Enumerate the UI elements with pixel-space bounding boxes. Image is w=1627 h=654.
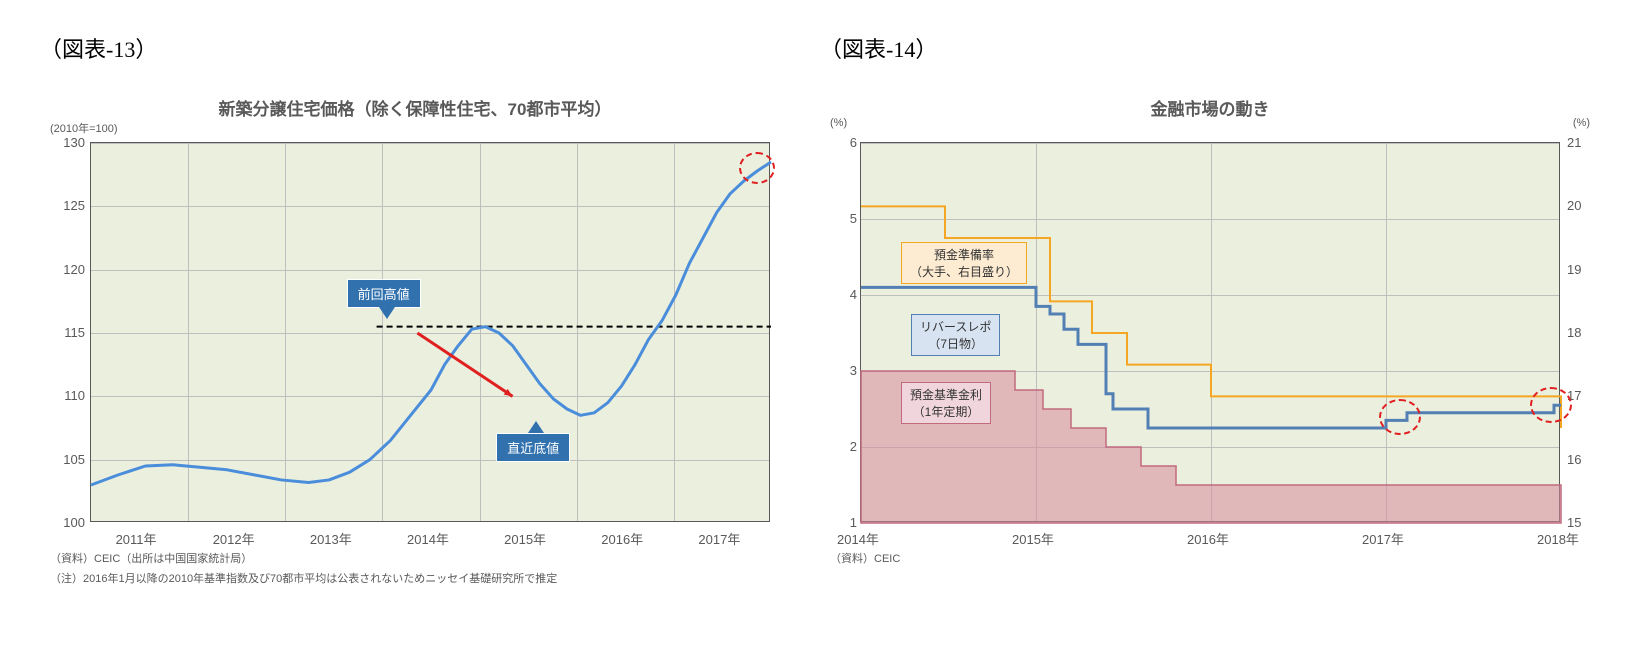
callout-recent-low: 直近底値 (496, 433, 570, 462)
chart-13-ytick: 125 (53, 198, 85, 213)
chart-14-xtick: 2015年 (1012, 529, 1054, 548)
chart-13-ytick: 115 (53, 325, 85, 340)
chart-13-footnote-1: （資料）CEIC（出所は中国国家統計局） (50, 550, 780, 566)
chart-13-ytick: 110 (53, 388, 85, 403)
chart-13-ytick: 105 (53, 452, 85, 467)
chart-14-xtick: 2014年 (837, 529, 879, 548)
chart-14-ytick-left: 3 (835, 363, 857, 378)
chart-13-footnote-2: （注）2016年1月以降の2010年基準指数及び70都市平均は公表されないためニ… (50, 570, 780, 586)
chart-14-ytick-right: 18 (1567, 325, 1581, 340)
chart-14-footnote: （資料）CEIC (830, 550, 1590, 566)
chart-13-xtick: 2013年 (310, 529, 352, 548)
legend-deposit-rate: 預金基準金利（1年定期） (901, 382, 991, 424)
chart-13-xtick: 2016年 (601, 529, 643, 548)
chart-14-ytick-left: 6 (835, 135, 857, 150)
chart-14-plot: 123456151617181920212014年2015年2016年2017年… (860, 142, 1560, 522)
figure-label-13: （図表-13） (40, 32, 157, 64)
chart-13-plot: 1001051101151201251302011年2012年2013年2014… (90, 142, 770, 522)
callout-previous-high: 前回高値 (347, 279, 421, 308)
chart-14-ytick-left: 4 (835, 287, 857, 302)
chart-14-ytick-left: 2 (835, 439, 857, 454)
chart-13-xtick: 2012年 (213, 529, 255, 548)
chart-14-ytick-right: 16 (1567, 452, 1581, 467)
chart-14-ytick-right: 21 (1567, 135, 1581, 150)
chart-14-ytick-left: 5 (835, 211, 857, 226)
chart-14-ytick-left: 1 (835, 515, 857, 530)
legend-reserve-ratio: 預金準備率（大手、右目盛り） (901, 242, 1027, 284)
chart-14: 金融市場の動き (%) (%) 123456151617181920212014… (830, 95, 1590, 566)
chart-14-y-unit-left: (%) (830, 117, 847, 129)
figure-label-14: （図表-14） (820, 32, 937, 64)
chart-14-xtick: 2018年 (1537, 529, 1579, 548)
chart-14-xtick: 2017年 (1362, 529, 1404, 548)
chart-13-ytick: 120 (53, 262, 85, 277)
chart-13-xtick: 2011年 (116, 529, 157, 548)
chart-13-y-unit: (2010年=100) (50, 120, 118, 136)
legend-reverse-repo: リバースレポ（7日物） (911, 314, 1000, 356)
chart-13-xtick: 2015年 (504, 529, 546, 548)
highlight-circle (1379, 399, 1421, 435)
chart-14-ytick-right: 19 (1567, 262, 1581, 277)
highlight-circle (1530, 387, 1572, 423)
chart-14-title: 金融市場の動き (830, 95, 1590, 120)
chart-13-xtick: 2014年 (407, 529, 449, 548)
chart-14-ytick-right: 20 (1567, 198, 1581, 213)
chart-14-xtick: 2016年 (1187, 529, 1229, 548)
chart-13-ytick: 130 (53, 135, 85, 150)
chart-14-y-unit-right: (%) (1573, 117, 1590, 129)
chart-13-title: 新築分譲住宅価格（除く保障性住宅、70都市平均） (50, 95, 780, 120)
chart-13-xtick: 2017年 (698, 529, 740, 548)
chart-13: 新築分譲住宅価格（除く保障性住宅、70都市平均） (2010年=100) 100… (50, 95, 780, 586)
chart-13-ytick: 100 (53, 515, 85, 530)
chart-14-ytick-right: 15 (1567, 515, 1581, 530)
